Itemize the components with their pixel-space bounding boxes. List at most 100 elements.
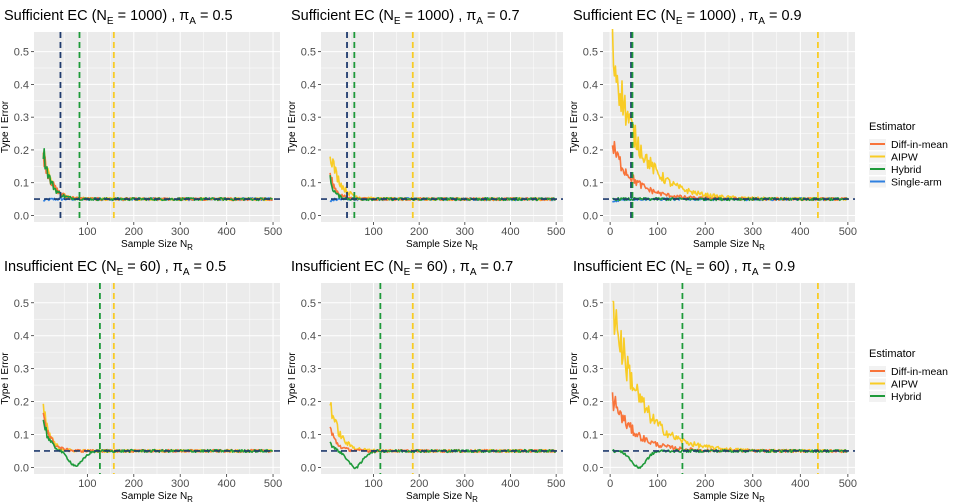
y-tick-label: 0.4 [14, 79, 29, 91]
y-tick-label: 0.1 [14, 178, 29, 190]
x-tick-label: 400 [501, 478, 519, 490]
x-tick-label: 0 [607, 226, 613, 238]
y-tick-label: 0.5 [14, 298, 29, 310]
x-tick-label: 100 [648, 226, 666, 238]
panel-title-part: Sufficient EC (N [573, 8, 676, 24]
y-tick-label: 0.5 [301, 298, 316, 310]
y-axis-label: Type I Error [569, 100, 580, 153]
x-tick-label: 200 [696, 478, 714, 490]
panel-grid: 0.0 0.1 0.2 0.3 0.4 0.5 100 200 300 400 500 Suffici… [0, 8, 857, 502]
panel-title-part: Sufficient EC (N [4, 8, 107, 24]
x-tick-label: 400 [791, 226, 809, 238]
panel-title: Insufficient EC (NE = 60) , πA = 0.9 [573, 259, 795, 278]
y-tick-label: 0.0 [14, 462, 29, 474]
x-tick-label: 300 [171, 226, 189, 238]
y-tick-label: 0.0 [301, 210, 316, 222]
y-tick-label: 0.2 [583, 397, 598, 409]
legend-title: Estimator [869, 348, 916, 360]
x-axis-label: Sample Size NR [693, 491, 765, 502]
x-tick-label: 500 [839, 226, 857, 238]
x-tick-label: 100 [364, 478, 382, 490]
y-tick-label: 0.1 [301, 429, 316, 441]
x-axis-label: Sample Size NR [693, 239, 765, 252]
legend-1: Estimator Diff-in-meanAIPWHybridSingle-ar… [869, 121, 948, 189]
x-axis-label-sub: R [759, 495, 765, 502]
x-axis-label-sub: R [187, 243, 193, 252]
legend-title: Estimator [869, 121, 916, 133]
panel-title: Sufficient EC (NE = 1000) , πA = 0.7 [291, 8, 520, 27]
y-tick-label: 0.1 [583, 178, 598, 190]
y-axis-label: Type I Error [0, 352, 11, 405]
y-tick-label: 0.2 [301, 145, 316, 157]
y-tick-label: 0.4 [301, 331, 316, 343]
y-tick-label: 0.1 [14, 429, 29, 441]
legend-item-label: AIPW [891, 152, 918, 164]
panel-title-part: = 0.5 [196, 8, 233, 24]
x-tick-label: 100 [648, 478, 666, 490]
panel-title-part: A [183, 267, 190, 278]
y-axis-label: Type I Error [287, 352, 298, 405]
x-axis-label-main: Sample Size N [406, 239, 472, 250]
panel-title-part: = 1000) , π [683, 8, 759, 24]
x-tick-label: 300 [744, 226, 762, 238]
panel-title-part: A [752, 267, 759, 278]
x-axis-label: Sample Size NR [121, 239, 193, 252]
legend-item-label: AIPW [891, 379, 918, 391]
panel-title-part: = 0.9 [758, 259, 795, 275]
panel-title-part: A [758, 16, 765, 27]
y-axis-label: Type I Error [0, 100, 11, 153]
y-tick-label: 0.3 [14, 364, 29, 376]
x-tick-label: 300 [744, 478, 762, 490]
panel-title-part: = 0.7 [476, 259, 513, 275]
panel-title-part: E [686, 267, 693, 278]
x-tick-label: 400 [217, 226, 235, 238]
y-tick-label: 0.4 [583, 331, 598, 343]
x-tick-label: 400 [501, 226, 519, 238]
y-tick-label: 0.2 [301, 397, 316, 409]
panel-1: 0.0 0.1 0.2 0.3 0.4 0.5 100 200 300 400 500 Suffici… [0, 8, 282, 252]
panel-title-part: = 1000) , π [114, 8, 190, 24]
x-tick-label: 500 [547, 226, 565, 238]
y-tick-label: 0.5 [301, 47, 316, 59]
panel-title-part: = 60) , π [692, 259, 752, 275]
x-axis-label-sub: R [472, 495, 478, 502]
legend-item-label: Single-arm [891, 177, 942, 189]
y-tick-label: 0.5 [583, 47, 598, 59]
y-tick-label: 0.3 [301, 364, 316, 376]
y-tick-label: 0.4 [583, 79, 598, 91]
panel-title-part: A [189, 16, 196, 27]
panel-title-part: A [476, 16, 483, 27]
panel-title-part: E [394, 16, 401, 27]
x-axis-label-main: Sample Size N [121, 491, 187, 502]
panel-title-part: = 0.5 [189, 259, 226, 275]
panel-title-part: E [676, 16, 683, 27]
y-tick-label: 0.0 [583, 462, 598, 474]
x-tick-label: 400 [217, 478, 235, 490]
panel-3: 0.0 0.1 0.2 0.3 0.4 0.5 0 100 200 300 400 500 Suffic… [569, 8, 857, 252]
panel-title-part: Insufficient EC (N [4, 259, 117, 275]
panel-title-part: = 60) , π [410, 259, 470, 275]
x-tick-label: 100 [364, 226, 382, 238]
y-tick-label: 0.0 [583, 210, 598, 222]
y-tick-label: 0.2 [14, 397, 29, 409]
panel-title-part: Insufficient EC (N [291, 259, 404, 275]
y-axis-label: Type I Error [569, 352, 580, 405]
y-axis-label: Type I Error [287, 100, 298, 153]
x-tick-label: 400 [791, 478, 809, 490]
panel-4: 0.0 0.1 0.2 0.3 0.4 0.5 100 200 300 400 500 Insuffi… [0, 259, 282, 502]
x-tick-label: 500 [839, 478, 857, 490]
panel-title-part: Sufficient EC (N [291, 8, 394, 24]
x-axis-label-sub: R [187, 495, 193, 502]
x-axis-label-main: Sample Size N [693, 491, 759, 502]
panel-title-part: = 0.9 [765, 8, 802, 24]
y-tick-label: 0.3 [301, 112, 316, 124]
panel-title-part: Insufficient EC (N [573, 259, 686, 275]
x-axis-label-main: Sample Size N [121, 239, 187, 250]
panel-title: Sufficient EC (NE = 1000) , πA = 0.5 [4, 8, 233, 27]
x-tick-label: 200 [696, 226, 714, 238]
x-tick-label: 500 [547, 478, 565, 490]
panel-title-part: A [470, 267, 477, 278]
x-tick-label: 100 [78, 226, 96, 238]
